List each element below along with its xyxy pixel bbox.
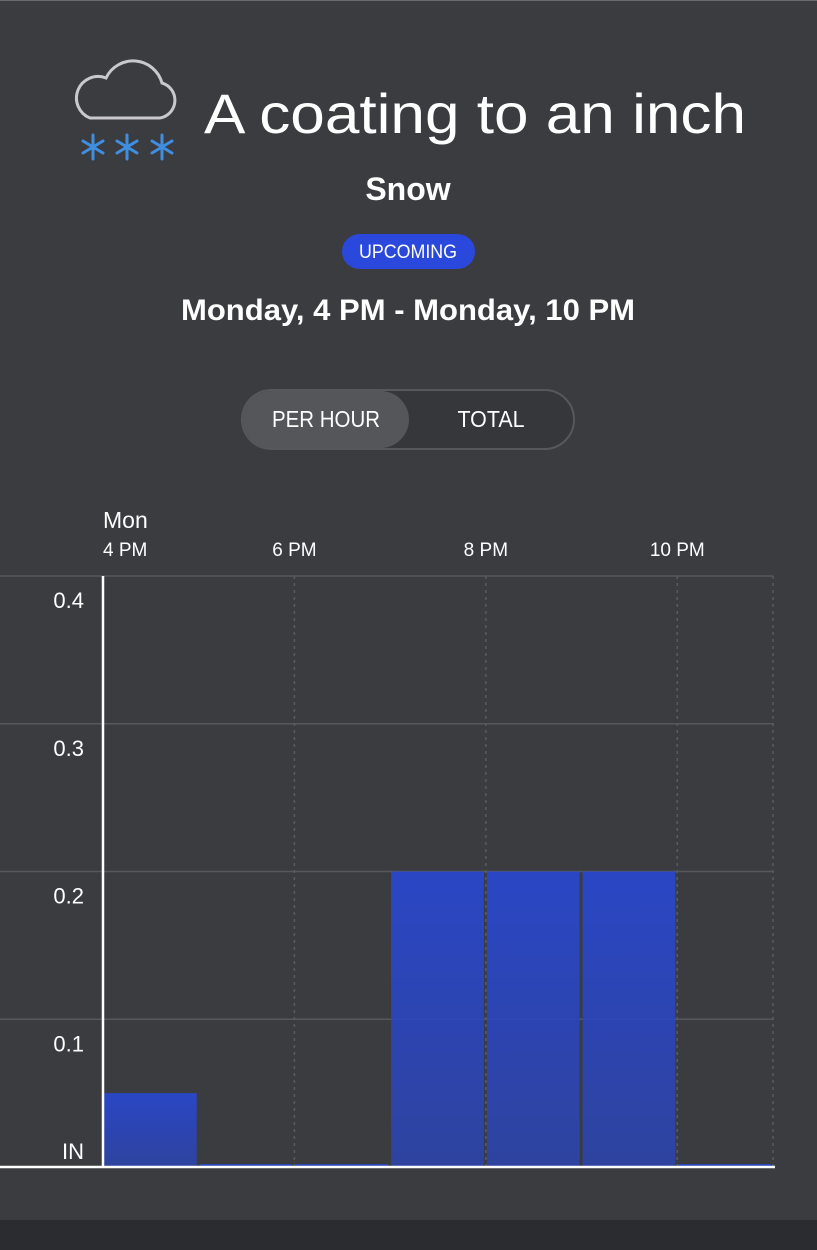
day-label: Mon [103,507,148,533]
toggle-option[interactable]: TOTAL [458,406,525,432]
y-tick-label: IN [62,1139,84,1164]
toggle-option[interactable]: PER HOUR [272,406,380,432]
bar [199,1164,293,1167]
time-range: Monday, 4 PM - Monday, 10 PM [181,294,635,327]
subtitle: Snow [365,171,450,207]
bar [486,871,580,1167]
y-tick-label: 0.1 [53,1031,84,1056]
snowflakes [81,133,174,161]
bottom-bar [0,1220,817,1250]
toggle-selected [243,391,409,448]
y-tick-label: 0.2 [53,884,84,909]
title: A coating to an inch [204,82,746,145]
bar [391,871,484,1167]
x-tick-label: 4 PM [103,540,147,561]
y-tick-label: 0.4 [53,588,84,613]
badge-background [342,234,475,269]
y-tick-label: 0.3 [53,736,84,761]
x-tick-label: 8 PM [464,540,508,561]
x-tick-label: 10 PM [650,540,705,561]
snow-icon [74,59,177,161]
toggle-options: PER HOUR TOTAL [243,391,525,448]
x-tick-label: 6 PM [272,540,316,561]
cloud [74,59,177,120]
chart: IN 0.1 0.2 0.3 0.4 Mon 4 PM 6 PM 8 PM 10 PM [0,507,775,1169]
badge: UPCOMING [359,242,457,263]
bar [295,1164,389,1167]
top-border [0,0,817,1]
bar [104,1093,197,1167]
bar [678,1164,771,1167]
bar [582,871,676,1167]
